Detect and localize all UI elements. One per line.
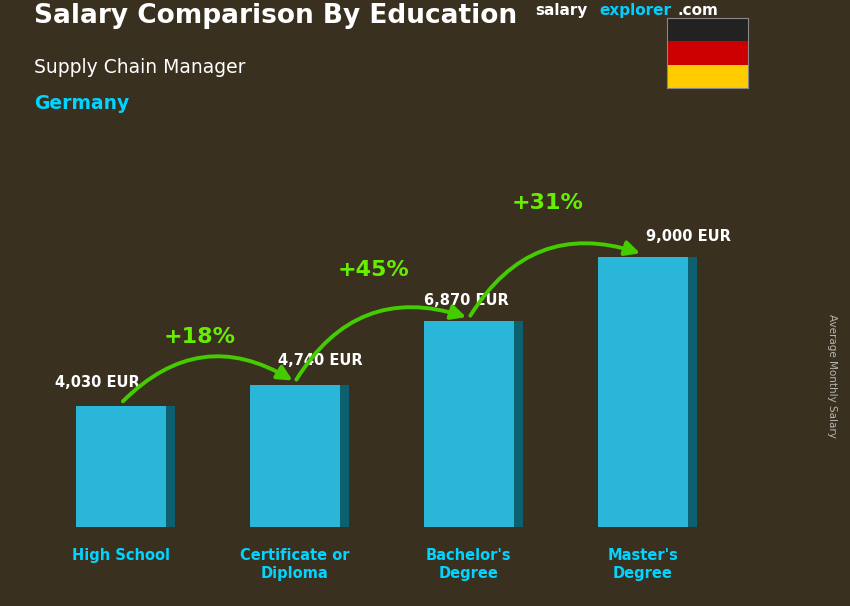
FancyBboxPatch shape <box>598 257 688 527</box>
Text: explorer: explorer <box>599 3 672 18</box>
Text: High School: High School <box>72 548 170 563</box>
Polygon shape <box>340 385 348 527</box>
FancyBboxPatch shape <box>423 321 514 527</box>
Text: Supply Chain Manager: Supply Chain Manager <box>34 58 246 76</box>
Text: 4,030 EUR: 4,030 EUR <box>55 375 139 390</box>
Text: Average Monthly Salary: Average Monthly Salary <box>827 314 837 438</box>
Bar <box>667 41 748 65</box>
Text: Certificate or
Diploma: Certificate or Diploma <box>241 548 349 581</box>
Text: +31%: +31% <box>511 193 583 213</box>
Polygon shape <box>514 321 523 527</box>
Bar <box>667 65 748 88</box>
Bar <box>667 18 748 41</box>
Text: .com: .com <box>677 3 718 18</box>
FancyBboxPatch shape <box>76 406 167 527</box>
Text: +18%: +18% <box>163 327 235 347</box>
Polygon shape <box>688 257 697 527</box>
Text: Master's
Degree: Master's Degree <box>608 548 678 581</box>
Text: Salary Comparison By Education: Salary Comparison By Education <box>34 3 517 29</box>
Text: 6,870 EUR: 6,870 EUR <box>423 293 508 308</box>
Polygon shape <box>167 406 175 527</box>
Text: Bachelor's
Degree: Bachelor's Degree <box>426 548 512 581</box>
Text: 9,000 EUR: 9,000 EUR <box>646 228 731 244</box>
Text: Germany: Germany <box>34 94 129 113</box>
FancyBboxPatch shape <box>250 385 340 527</box>
Text: +45%: +45% <box>337 260 409 280</box>
Text: salary: salary <box>536 3 588 18</box>
Text: 4,740 EUR: 4,740 EUR <box>278 353 362 368</box>
